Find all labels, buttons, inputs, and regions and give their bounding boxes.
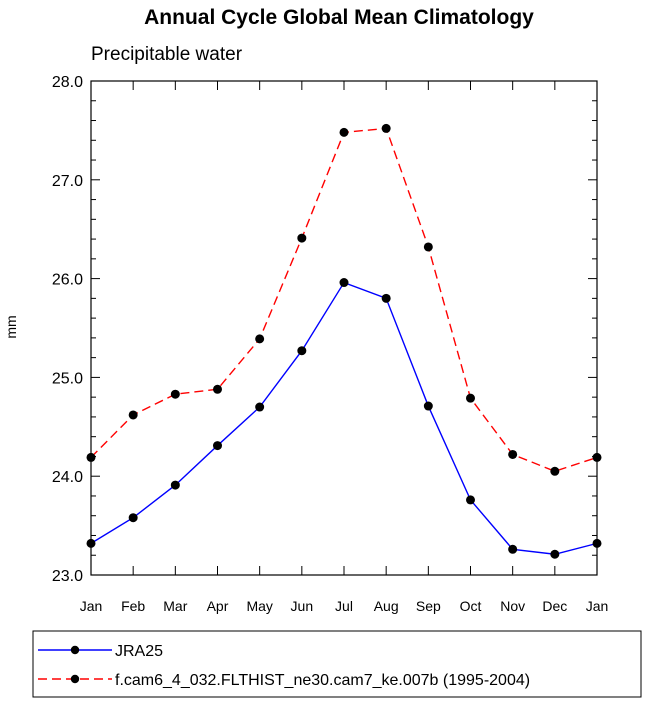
y-tick-label: 28.0: [52, 74, 83, 91]
data-point: [128, 410, 138, 420]
data-point: [255, 334, 265, 344]
series-layer: [86, 123, 602, 559]
y-tick-label: 23.0: [52, 568, 83, 585]
x-tick-label: Nov: [500, 598, 525, 614]
x-tick-label: Mar: [163, 598, 187, 614]
data-point: [213, 384, 222, 394]
data-point: [128, 513, 138, 523]
data-point: [508, 449, 518, 459]
series-line: [90, 281, 598, 555]
x-tick-label: Feb: [121, 598, 145, 614]
axis-ticks: 23.0 24.0 25.0 26.0 27.0 28.0 Jan Feb Mar Apr May J…: [52, 74, 608, 614]
legend-label-model: f.cam6_4_032.FLTHIST_ne30.cam7_ke.007b (…: [115, 672, 530, 689]
data-point: [423, 242, 433, 252]
data-point: [550, 466, 560, 476]
data-point: [297, 233, 307, 243]
data-point: [255, 402, 265, 412]
data-point: [170, 480, 180, 490]
data-point: [508, 544, 518, 554]
data-point: [466, 495, 475, 505]
data-point: [466, 393, 475, 403]
y-tick-label: 26.0: [52, 272, 83, 289]
data-point: [381, 293, 391, 303]
plot-frame: [90, 80, 598, 576]
y-tick-label: 25.0: [52, 370, 83, 387]
y-axis-label: mm: [3, 315, 19, 338]
x-tick-label: Sep: [416, 598, 441, 614]
x-tick-label: Dec: [542, 598, 567, 614]
legend-label-jra25: JRA25: [115, 643, 163, 660]
y-tick-label: 27.0: [52, 173, 83, 190]
data-point: [170, 389, 180, 399]
x-tick-label: Oct: [460, 598, 482, 614]
data-point: [297, 346, 307, 356]
legend-box: [32, 630, 642, 698]
x-tick-label: Aug: [374, 598, 399, 614]
data-point: [339, 278, 349, 288]
data-point: [550, 549, 560, 559]
chart-title: Annual Cycle Global Mean Climatology: [144, 6, 534, 29]
series-model: [86, 123, 602, 476]
data-point: [339, 127, 349, 137]
legend-item-model: f.cam6_4_032.FLTHIST_ne30.cam7_ke.007b (…: [38, 672, 530, 689]
x-tick-label: Jan: [80, 598, 103, 614]
series-jra25: [86, 278, 602, 559]
y-tick-label: 24.0: [52, 469, 83, 486]
x-tick-label: Apr: [207, 598, 229, 614]
legend-marker-model: [70, 674, 80, 684]
x-tick-label: Jul: [335, 598, 353, 614]
chart-subtitle: Precipitable water: [91, 44, 243, 65]
data-point: [213, 441, 222, 451]
x-tick-label: Jun: [291, 598, 314, 614]
series-line: [90, 127, 598, 473]
legend: JRA25 f.cam6_4_032.FLTHIST_ne30.cam7_ke.…: [32, 630, 642, 698]
x-tick-label: May: [246, 598, 272, 614]
data-point: [381, 123, 391, 133]
legend-marker-jra25: [70, 645, 80, 655]
x-tick-label: Jan: [586, 598, 609, 614]
legend-item-jra25: JRA25: [38, 643, 163, 660]
data-point: [423, 401, 433, 411]
